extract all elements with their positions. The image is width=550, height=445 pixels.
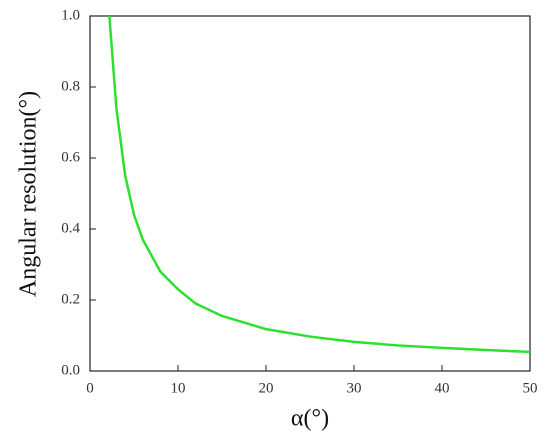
x-tick-label: 20 [259,380,274,396]
line-series [108,15,531,354]
y-axis-label: Angular resolution(°) [16,91,42,297]
x-tick-label: 10 [171,380,186,396]
x-tick-label: 30 [347,380,362,396]
y-tick-label: 0.6 [61,149,80,165]
x-tick-label: 50 [523,380,538,396]
x-tick-label: 0 [86,380,94,396]
x-tick-label: 40 [435,380,450,396]
y-tick-label: 1.0 [61,7,80,23]
plot-frame [89,15,531,372]
x-axis-label: α(°) [291,406,329,432]
y-tick-label: 0.4 [61,220,80,236]
y-tick-label: 0.2 [61,291,80,307]
y-tick-label: 0.0 [61,362,80,378]
y-tick-label: 0.8 [61,78,80,94]
